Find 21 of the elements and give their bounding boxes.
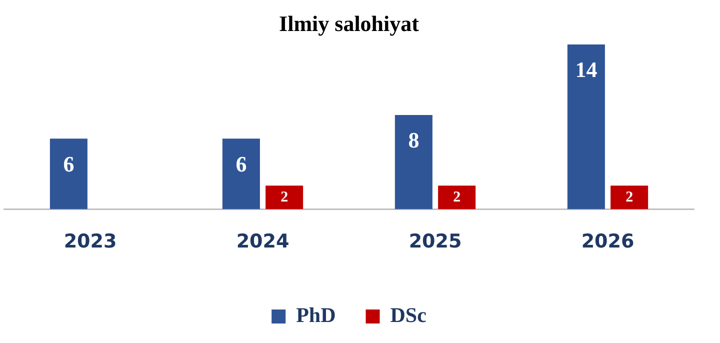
x-tick-label: 2023 — [64, 230, 117, 253]
x-tick-label: 2024 — [236, 230, 290, 253]
bar — [567, 44, 605, 210]
legend-label: DSc — [390, 302, 426, 327]
chart-title: Ilmiy salohiyat — [279, 10, 420, 36]
data-label: 8 — [408, 128, 420, 153]
bar — [610, 186, 648, 210]
data-label: 6 — [63, 151, 74, 176]
data-label: 2 — [453, 189, 461, 206]
data-label: 2 — [626, 189, 634, 206]
bar — [266, 186, 304, 210]
data-label: 2 — [280, 189, 288, 206]
data-label: 6 — [236, 151, 247, 176]
x-tick-label: 2026 — [581, 230, 634, 253]
legend-label: PhD — [296, 302, 336, 327]
bar — [222, 138, 260, 210]
data-label: 14 — [575, 57, 598, 82]
x-tick-label: 2025 — [408, 230, 462, 253]
bar — [438, 186, 476, 210]
bar — [394, 115, 432, 210]
bar — [50, 138, 88, 210]
